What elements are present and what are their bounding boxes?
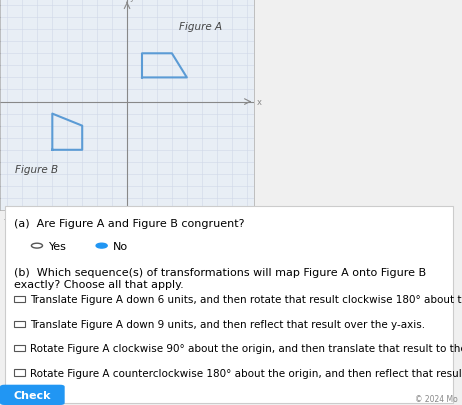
Text: x: x (256, 98, 261, 107)
Text: Yes: Yes (49, 241, 67, 251)
FancyBboxPatch shape (14, 369, 25, 376)
Text: Rotate Figure A clockwise 90° about the origin, and then translate that result t: Rotate Figure A clockwise 90° about the … (30, 343, 462, 353)
Text: © 2024 Mo: © 2024 Mo (414, 394, 457, 403)
FancyBboxPatch shape (14, 321, 25, 327)
Text: Translate Figure A down 6 units, and then rotate that result clockwise 180° abou: Translate Figure A down 6 units, and the… (30, 295, 462, 305)
FancyBboxPatch shape (14, 296, 25, 303)
FancyBboxPatch shape (0, 385, 65, 405)
Text: Check: Check (13, 390, 51, 400)
Text: (a)  Are Figure A and Figure B congruent?: (a) Are Figure A and Figure B congruent? (14, 219, 244, 229)
Text: Figure B: Figure B (15, 164, 58, 174)
FancyBboxPatch shape (14, 345, 25, 351)
Text: Translate Figure A down 9 units, and then reflect that result over the y-axis.: Translate Figure A down 9 units, and the… (30, 319, 425, 329)
Text: No: No (113, 241, 128, 251)
Text: Figure A: Figure A (179, 22, 223, 32)
FancyBboxPatch shape (5, 207, 453, 403)
Text: (b)  Which sequence(s) of transformations will map Figure A onto Figure B exactl: (b) Which sequence(s) of transformations… (14, 267, 426, 289)
Circle shape (96, 243, 107, 248)
Text: y: y (129, 0, 134, 2)
Text: Rotate Figure A counterclockwise 180° about the origin, and then reflect that re: Rotate Figure A counterclockwise 180° ab… (30, 368, 462, 377)
